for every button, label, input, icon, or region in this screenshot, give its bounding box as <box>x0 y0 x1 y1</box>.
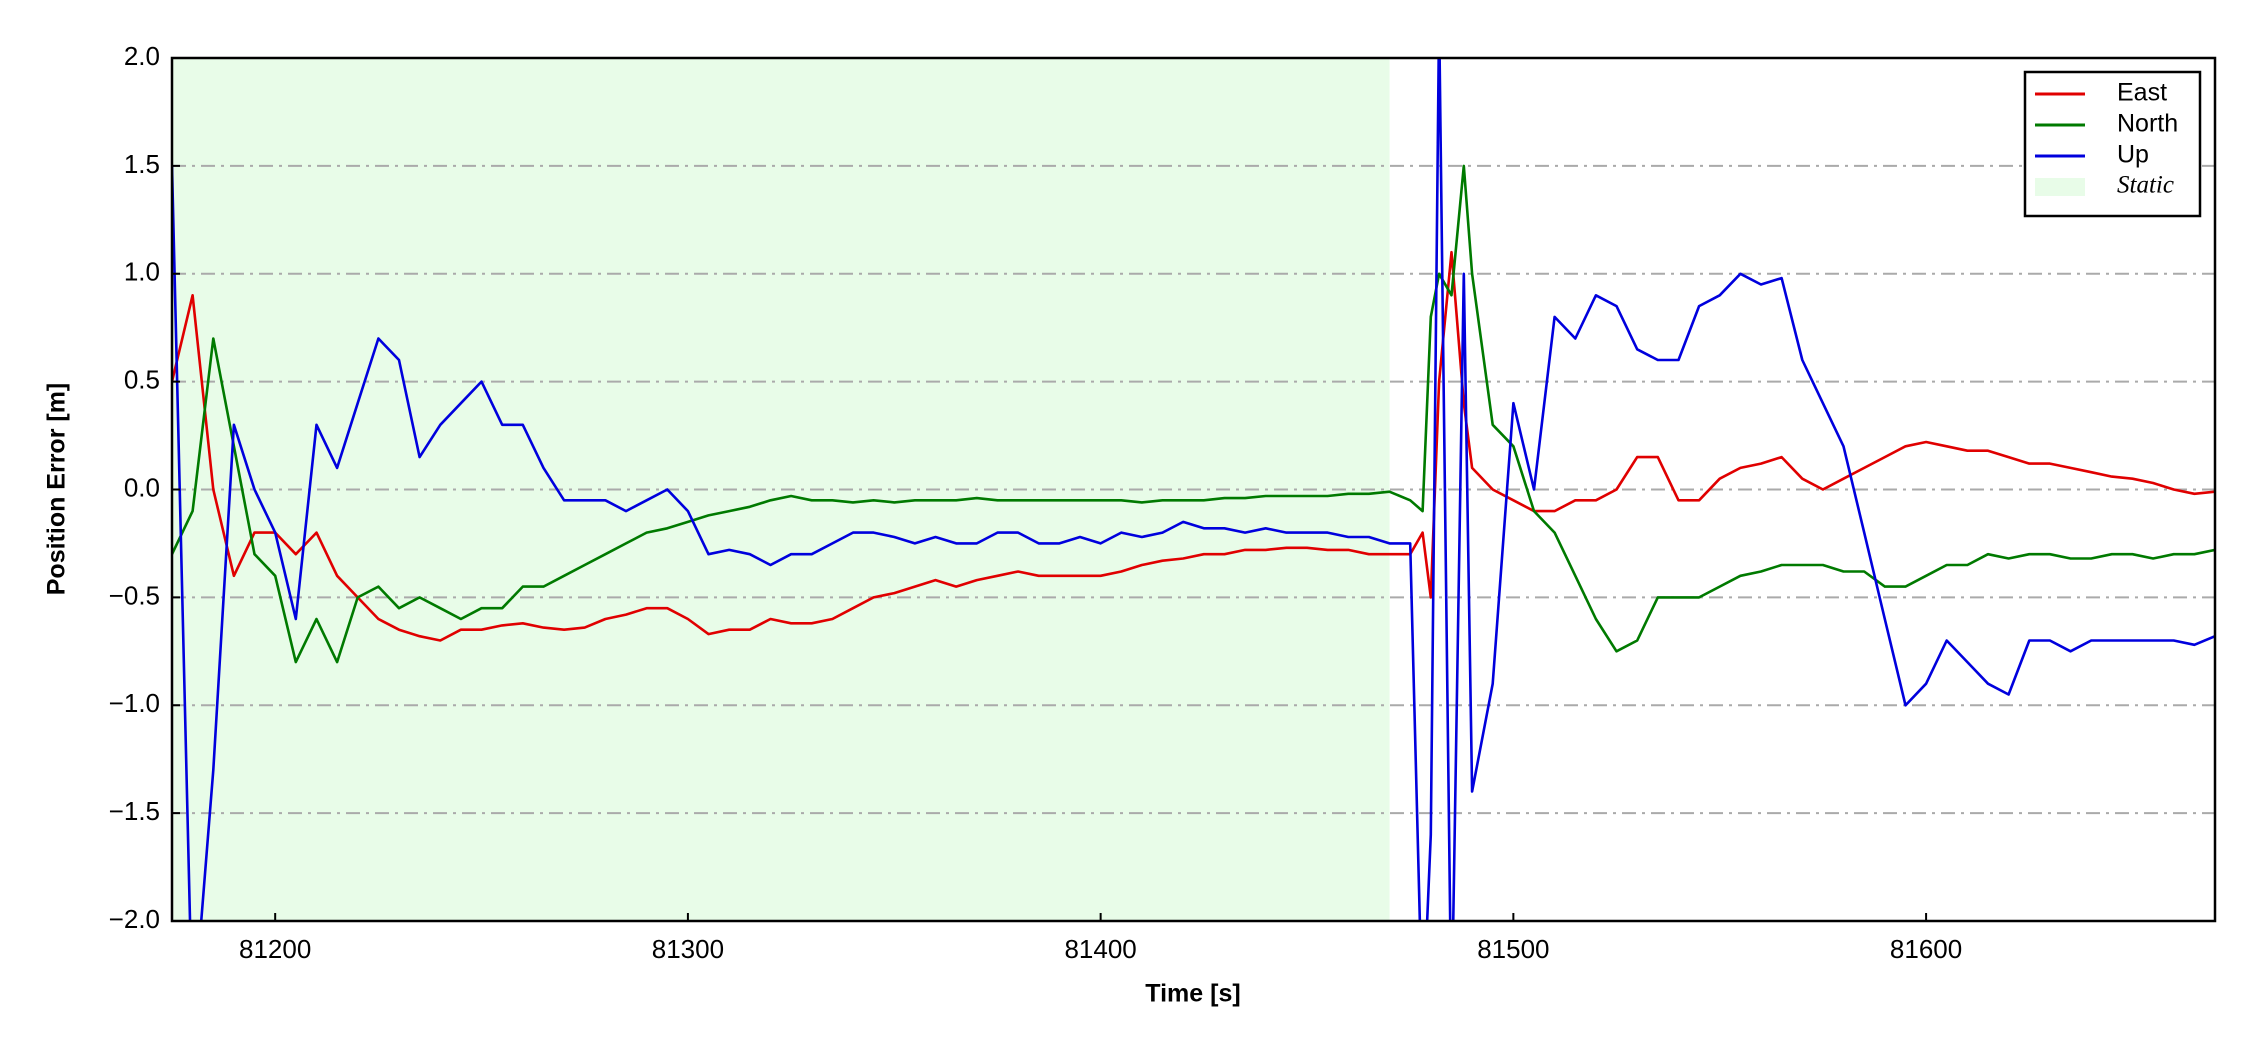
x-tick-label: 81300 <box>652 934 724 964</box>
y-tick-label: 2.0 <box>124 41 160 71</box>
legend-label: Static <box>2117 172 2174 199</box>
x-tick-label: 81200 <box>239 934 311 964</box>
y-axis-label: Position Error [m] <box>43 383 71 596</box>
y-tick-label: −2.0 <box>109 904 160 934</box>
y-tick-label: 0.5 <box>124 365 160 395</box>
plot-background <box>172 57 2215 922</box>
series-line <box>172 58 2215 921</box>
x-tick-label: 81600 <box>1890 934 1962 964</box>
y-tick-label: −1.0 <box>109 688 160 718</box>
x-axis-label: Time [s] <box>1145 980 1240 1008</box>
x-tick-label: 81400 <box>1064 934 1136 964</box>
x-tick-label: 81500 <box>1477 934 1549 964</box>
static-span <box>172 58 1390 921</box>
series-line <box>172 164 2215 664</box>
y-tick-label: −0.5 <box>109 580 160 610</box>
y-tick-label: 1.0 <box>124 257 160 287</box>
annotations: −2.0 −1.5 −1.0 −0.5 0.0 0.5 1.0 1.5 2.0 81200 8130… <box>109 41 2202 964</box>
y-tick-label: 0.0 <box>124 472 160 502</box>
y-tick-label: −1.5 <box>109 796 160 826</box>
y-tick-label: 1.5 <box>124 149 160 179</box>
legend-label: North <box>2117 110 2178 138</box>
plot-area <box>172 58 2215 921</box>
legend-swatch <box>2035 178 2085 196</box>
legend-label: East <box>2117 79 2167 107</box>
legend-label: Up <box>2117 141 2149 169</box>
series-line <box>172 250 2215 642</box>
